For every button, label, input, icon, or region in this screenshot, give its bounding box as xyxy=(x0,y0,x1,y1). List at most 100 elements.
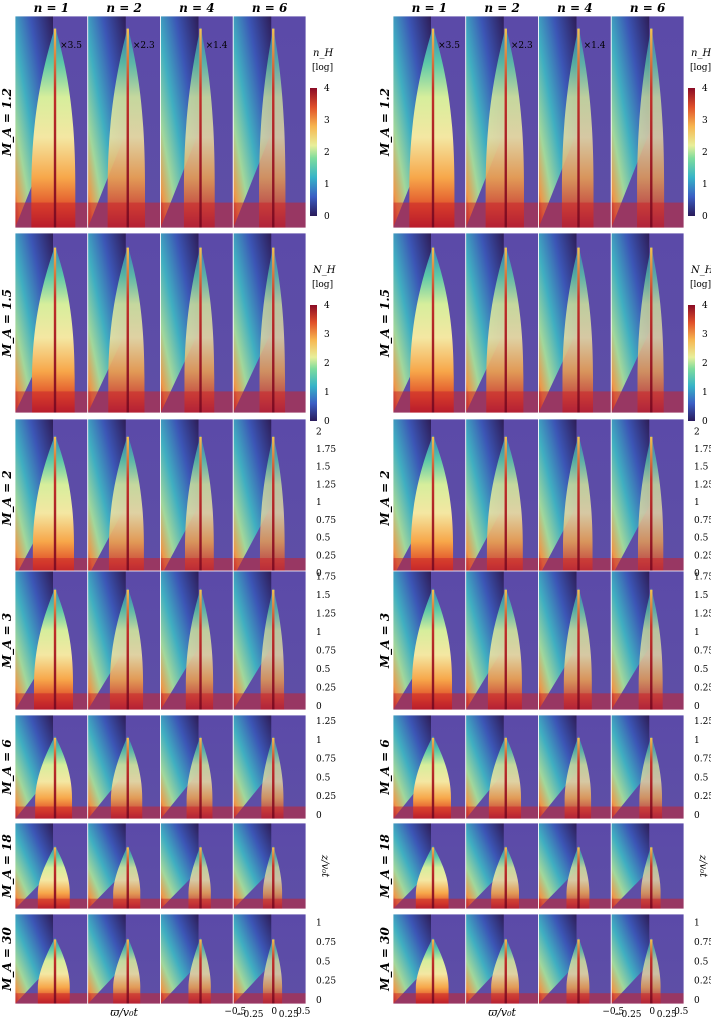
colorbar-unit: [log] xyxy=(690,280,711,290)
jet-core xyxy=(272,28,275,228)
colorbar-tick: 1 xyxy=(702,388,708,398)
y-tick: 2 xyxy=(316,427,322,437)
jet-core xyxy=(650,436,653,577)
y-tick: 0.5 xyxy=(694,773,709,783)
jet-core xyxy=(272,247,275,413)
base-band xyxy=(160,993,234,1004)
upstream-region xyxy=(611,914,650,1004)
jet-core xyxy=(577,247,580,413)
colorbar-tick: 0 xyxy=(702,212,708,222)
upstream-region xyxy=(233,914,272,1004)
y-tick: 0 xyxy=(316,702,322,712)
base-band xyxy=(393,898,466,909)
panel-frame xyxy=(232,570,307,711)
base-band xyxy=(87,693,161,710)
x-tick: −0.25 xyxy=(614,1010,642,1020)
base-band xyxy=(233,202,306,228)
y-tick: 1.5 xyxy=(694,463,709,473)
plume xyxy=(32,434,75,577)
column-header: n = 1 xyxy=(412,1,447,15)
panel-frame xyxy=(610,570,685,711)
base-band xyxy=(15,391,88,413)
jet-core xyxy=(53,436,57,577)
base-band xyxy=(611,806,684,819)
y-tick: 1.75 xyxy=(694,445,711,455)
base-band xyxy=(160,693,234,710)
panel xyxy=(392,232,467,414)
upstream-region xyxy=(87,715,126,819)
panel-frame xyxy=(232,714,307,820)
upstream-region xyxy=(393,571,432,710)
panel xyxy=(14,15,89,229)
plume xyxy=(109,587,144,710)
colorbar-tick: 1 xyxy=(702,180,708,190)
upstream-region xyxy=(160,571,199,710)
base-band xyxy=(611,693,684,710)
base-band xyxy=(538,806,612,819)
upstream-region xyxy=(233,233,272,413)
panel-grid xyxy=(14,15,685,1005)
panel-frame xyxy=(232,15,307,229)
x-tick: 0 xyxy=(649,1007,655,1017)
colorbar-tick: 4 xyxy=(324,84,330,94)
upstream-region xyxy=(160,16,199,228)
base-band xyxy=(538,898,612,909)
y-tick: 0 xyxy=(694,569,700,579)
colorbar-label: n_H xyxy=(691,48,711,59)
colorbar-tick: 2 xyxy=(702,359,708,369)
panel-frame xyxy=(232,232,307,414)
upstream-region xyxy=(465,233,504,413)
x-tick: 0.5 xyxy=(674,1007,689,1017)
panel xyxy=(538,232,612,414)
upstream-region xyxy=(15,571,54,710)
upstream-region xyxy=(538,823,577,909)
jet-core xyxy=(272,436,275,577)
y-axis-label: z/v₀t xyxy=(319,854,330,878)
y-tick: 0.5 xyxy=(694,665,709,675)
panel xyxy=(610,822,685,910)
panel xyxy=(14,418,89,578)
jet-core xyxy=(577,28,580,228)
base-band xyxy=(233,693,306,710)
upstream-region xyxy=(393,419,432,577)
y-axis-label: z/v₀t xyxy=(697,854,708,878)
colorbar-tick: 2 xyxy=(702,148,708,158)
upstream-region xyxy=(87,823,126,909)
jet-core xyxy=(650,939,653,1004)
upstream-region xyxy=(393,233,432,413)
y-tick: 0 xyxy=(694,996,700,1006)
jet-core xyxy=(126,737,129,819)
base-band xyxy=(465,391,539,413)
colorbar xyxy=(688,305,695,421)
y-tick: 2 xyxy=(694,427,700,437)
scale-factor-label: ×1.4 xyxy=(206,41,228,51)
column-header: n = 4 xyxy=(557,1,592,15)
upstream-region xyxy=(15,233,54,413)
panel xyxy=(392,913,467,1005)
upstream-region xyxy=(465,16,504,228)
base-band xyxy=(538,202,612,228)
upstream-region xyxy=(233,823,272,909)
jet-core xyxy=(504,737,507,819)
colorbar-tick: 0 xyxy=(324,417,330,427)
panel xyxy=(465,714,539,820)
base-band xyxy=(538,391,612,413)
colorbar-tick: 4 xyxy=(702,301,708,311)
panel xyxy=(538,822,612,910)
panel-frame xyxy=(610,822,685,910)
y-tick: 1.25 xyxy=(316,480,336,490)
base-band xyxy=(87,993,161,1004)
y-tick: 0.5 xyxy=(316,534,331,544)
base-band xyxy=(465,806,539,819)
jet-core xyxy=(272,847,275,909)
y-tick: 1.5 xyxy=(316,591,331,601)
base-band xyxy=(393,202,466,228)
jet-core xyxy=(431,436,435,577)
base-band xyxy=(465,693,539,710)
colorbar-tick: 3 xyxy=(324,330,330,340)
y-tick: 0.5 xyxy=(316,773,331,783)
base-band xyxy=(87,898,161,909)
base-band xyxy=(233,391,306,413)
panel xyxy=(160,913,234,1005)
